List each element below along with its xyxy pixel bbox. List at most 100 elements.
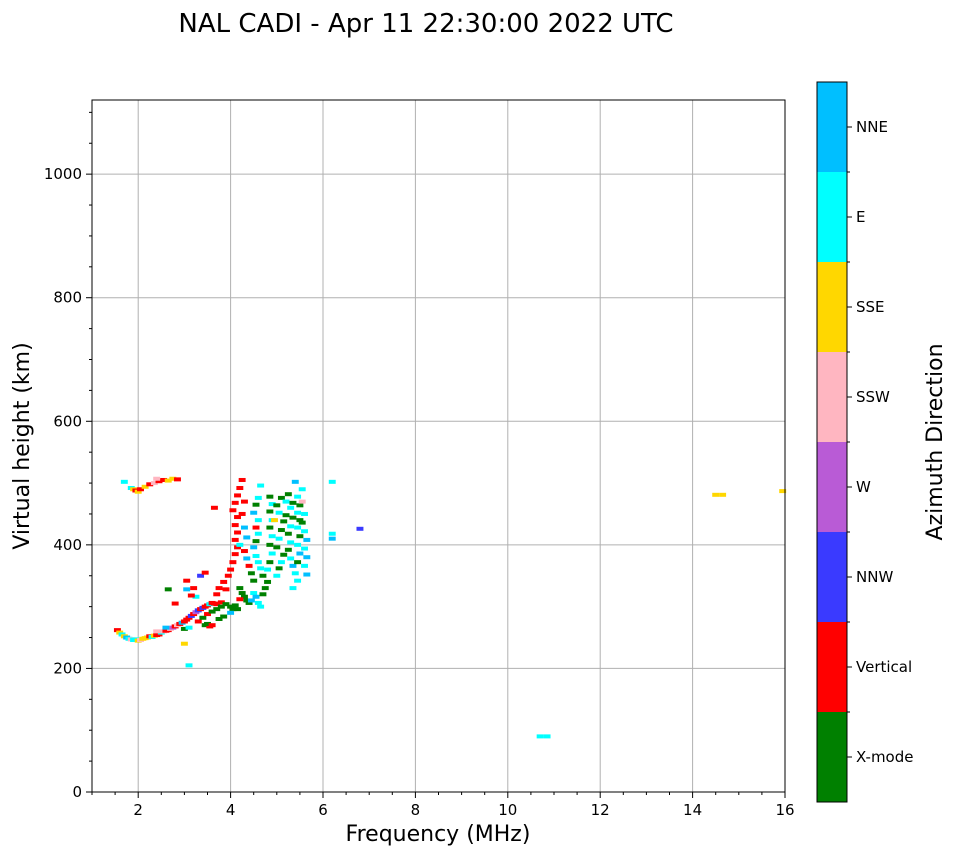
x-tick-label: 12 <box>591 801 610 819</box>
colorbar-tick-label: W <box>856 478 871 496</box>
colorbar-tick-label: NNW <box>856 568 893 586</box>
data-point <box>289 500 297 505</box>
data-point <box>234 545 241 550</box>
y-tick-label: 0 <box>72 783 82 801</box>
data-point <box>268 551 276 556</box>
data-point <box>220 614 228 619</box>
data-point <box>153 476 161 481</box>
data-point <box>779 489 787 494</box>
data-point <box>164 587 172 592</box>
data-point <box>252 594 260 599</box>
chart-title: NAL CADI - Apr 11 22:30:00 2022 UTC <box>178 9 673 39</box>
data-point <box>250 578 258 583</box>
data-point <box>301 546 308 551</box>
colorbar-tick-label: SSW <box>856 388 890 406</box>
data-point <box>294 510 302 515</box>
data-point <box>240 549 248 554</box>
x-tick-label: 8 <box>411 801 421 819</box>
data-point <box>296 551 304 556</box>
data-point <box>296 534 304 539</box>
data-point <box>257 604 265 609</box>
data-point <box>171 601 179 606</box>
data-point <box>294 494 302 499</box>
data-point <box>259 592 267 597</box>
data-point <box>160 477 168 482</box>
data-point <box>234 607 241 612</box>
plot-area <box>92 100 785 792</box>
data-point <box>328 479 336 484</box>
data-point <box>275 510 283 515</box>
data-point <box>252 539 260 544</box>
data-point <box>266 542 274 547</box>
data-point <box>294 578 302 583</box>
data-point <box>231 537 239 542</box>
colorbar-segment <box>817 82 847 172</box>
data-point <box>275 566 283 571</box>
y-axis-ticks: 0 200 400 600 800 1000 <box>44 111 92 801</box>
data-point <box>298 487 306 492</box>
data-point <box>719 492 727 497</box>
data-point <box>146 482 154 487</box>
data-point <box>155 479 163 484</box>
data-point <box>243 535 251 540</box>
data-point <box>220 579 228 584</box>
data-point <box>238 511 246 516</box>
data-point <box>234 493 241 498</box>
colorbar-label: Azimuth Direction <box>923 343 948 540</box>
x-tick-label: 14 <box>683 801 702 819</box>
colorbar-segment <box>817 172 847 262</box>
data-point <box>217 604 225 609</box>
data-point <box>284 547 292 552</box>
data-point <box>169 476 177 481</box>
data-point <box>213 607 221 612</box>
data-point <box>197 573 205 578</box>
data-point <box>236 486 244 491</box>
data-point <box>210 505 218 510</box>
data-point <box>266 494 274 499</box>
data-point <box>294 542 302 547</box>
data-point <box>303 555 311 560</box>
data-point <box>208 609 216 614</box>
data-point <box>194 619 202 624</box>
data-point <box>120 479 128 484</box>
data-point <box>250 591 258 596</box>
data-point <box>245 563 253 568</box>
colorbar-segment <box>817 262 847 352</box>
data-point <box>328 536 336 541</box>
data-point <box>190 586 198 591</box>
x-axis-ticks: 2 4 6 8 10 12 14 16 <box>91 792 795 819</box>
data-point <box>222 602 230 607</box>
data-point <box>282 499 290 504</box>
data-point <box>289 563 297 568</box>
colorbar-segment <box>817 712 847 802</box>
data-point <box>234 515 241 520</box>
data-point <box>185 625 193 630</box>
colorbar: X-mode Vertical NNW W SSW SSE E NNE <box>816 81 913 803</box>
colorbar-segment <box>817 352 847 442</box>
data-point <box>236 586 244 591</box>
data-point <box>199 615 207 620</box>
data-point <box>185 663 193 668</box>
data-point <box>301 511 308 516</box>
data-point <box>252 525 260 530</box>
data-point <box>289 515 297 520</box>
data-point <box>296 518 304 523</box>
data-point <box>164 478 172 483</box>
data-point <box>294 525 302 530</box>
data-point <box>208 623 216 628</box>
data-point <box>273 503 281 508</box>
y-tick-label: 200 <box>53 659 82 677</box>
data-point <box>273 573 281 578</box>
x-tick-label: 2 <box>133 801 143 819</box>
colorbar-segment <box>817 532 847 622</box>
data-point <box>303 537 311 542</box>
data-point <box>303 572 311 577</box>
data-point <box>229 508 237 513</box>
data-point <box>536 734 544 739</box>
data-point <box>264 579 272 584</box>
data-point <box>236 597 244 602</box>
x-tick-label: 10 <box>498 801 517 819</box>
x-tick-label: 4 <box>226 801 236 819</box>
data-point <box>174 477 181 482</box>
data-point <box>275 536 283 541</box>
